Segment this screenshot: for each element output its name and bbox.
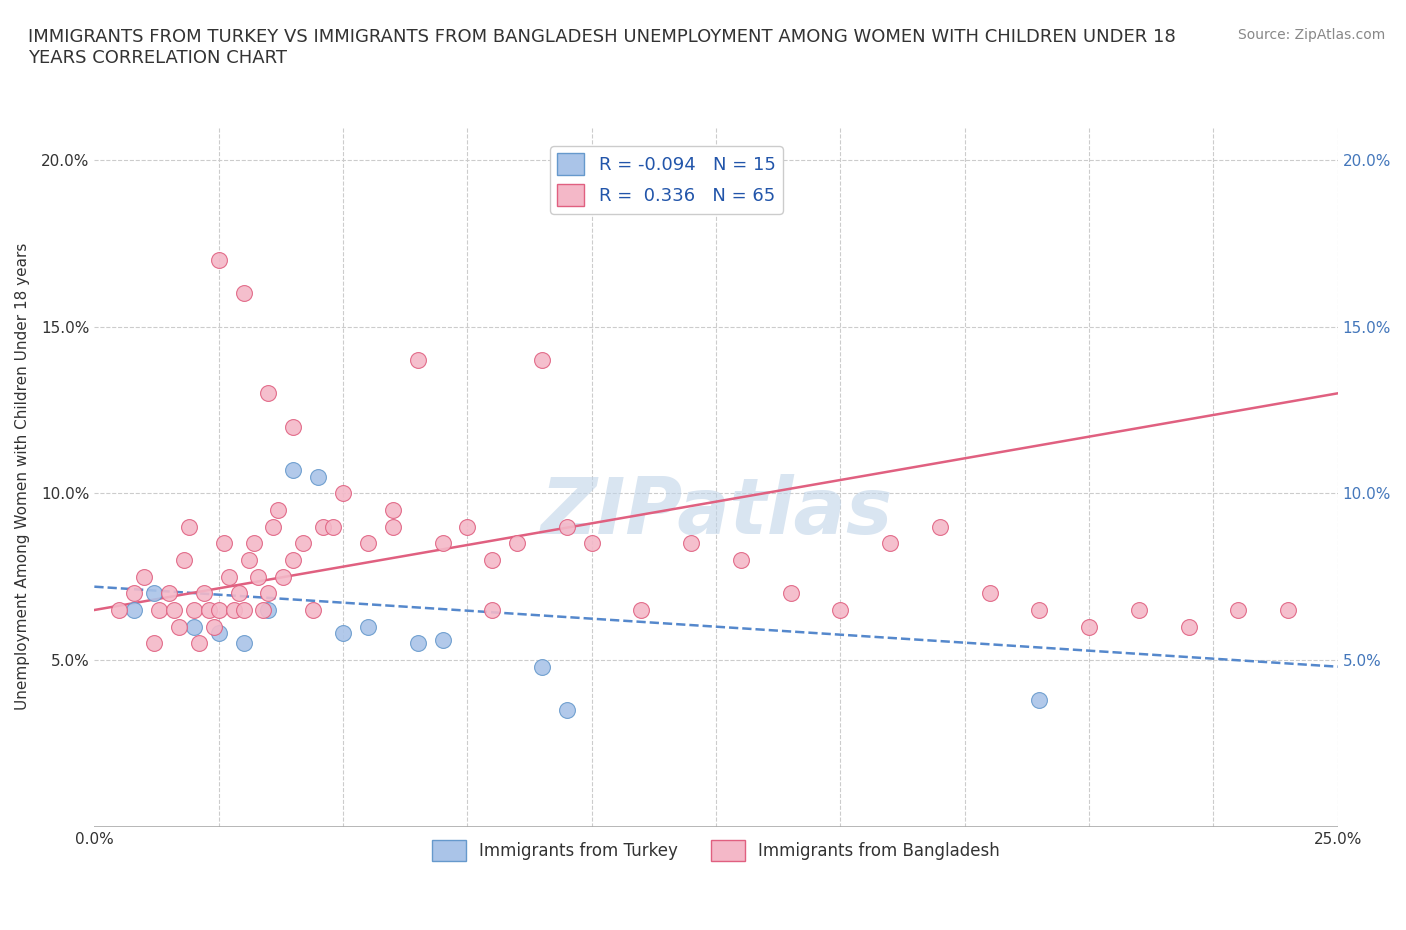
Point [1227,603,1250,618]
Point [530,352,553,367]
Point [187,636,209,651]
Point [307,470,329,485]
Point [555,519,578,534]
Point [979,586,1001,601]
Point [357,619,380,634]
Point [456,519,478,534]
Text: Source: ZipAtlas.com: Source: ZipAtlas.com [1237,28,1385,42]
Text: ZIPatlas: ZIPatlas [540,473,893,550]
Point [267,502,290,517]
Point [232,636,254,651]
Point [322,519,344,534]
Point [208,603,231,618]
Point [257,603,280,618]
Point [530,659,553,674]
Point [212,536,235,551]
Point [555,702,578,717]
Point [283,462,305,477]
Point [122,603,145,618]
Point [232,286,254,300]
Point [432,536,454,551]
Legend: Immigrants from Turkey, Immigrants from Bangladesh: Immigrants from Turkey, Immigrants from … [426,833,1007,868]
Point [1128,603,1150,618]
Point [481,552,503,567]
Point [157,586,180,601]
Point [238,552,260,567]
Point [879,536,901,551]
Point [292,536,315,551]
Point [173,552,195,567]
Point [1277,603,1299,618]
Point [163,603,186,618]
Point [177,519,200,534]
Point [432,632,454,647]
Point [581,536,603,551]
Point [167,619,190,634]
Point [222,603,245,618]
Point [148,603,170,618]
Point [183,619,205,634]
Point [406,636,429,651]
Point [381,519,404,534]
Point [273,569,295,584]
Point [830,603,852,618]
Point [122,586,145,601]
Point [232,603,254,618]
Point [381,502,404,517]
Point [208,253,231,268]
Point [332,485,354,500]
Point [202,619,225,634]
Point [262,519,284,534]
Point [228,586,250,601]
Point [252,603,274,618]
Point [257,586,280,601]
Point [218,569,240,584]
Point [630,603,652,618]
Point [197,603,219,618]
Point [1028,603,1050,618]
Point [143,586,166,601]
Point [1177,619,1199,634]
Point [481,603,503,618]
Point [247,569,270,584]
Y-axis label: Unemployment Among Women with Children Under 18 years: Unemployment Among Women with Children U… [15,243,30,711]
Point [779,586,801,601]
Point [681,536,703,551]
Point [357,536,380,551]
Point [312,519,335,534]
Point [730,552,752,567]
Point [183,603,205,618]
Point [332,626,354,641]
Point [506,536,529,551]
Point [108,603,131,618]
Text: IMMIGRANTS FROM TURKEY VS IMMIGRANTS FROM BANGLADESH UNEMPLOYMENT AMONG WOMEN WI: IMMIGRANTS FROM TURKEY VS IMMIGRANTS FRO… [28,28,1175,67]
Point [193,586,215,601]
Point [257,386,280,401]
Point [406,352,429,367]
Point [1028,693,1050,708]
Point [302,603,325,618]
Point [132,569,155,584]
Point [1078,619,1101,634]
Point [928,519,950,534]
Point [283,552,305,567]
Point [242,536,264,551]
Point [283,419,305,434]
Point [143,636,166,651]
Point [208,626,231,641]
